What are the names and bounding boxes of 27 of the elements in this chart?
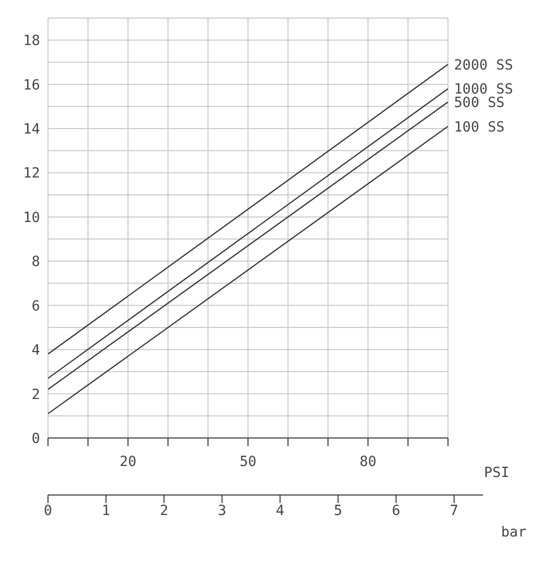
x2-tick-label: 2 xyxy=(160,502,168,519)
y-tick-label: 4 xyxy=(32,342,40,359)
series-label: 2000 SS xyxy=(454,57,514,74)
y-tick-label: 16 xyxy=(23,77,40,94)
x2-tick-label: 3 xyxy=(218,502,226,519)
x2-axis-title: bar xyxy=(501,524,526,540)
y-tick-label: 18 xyxy=(23,33,40,50)
series-label: 1000 SS xyxy=(454,82,514,98)
y-tick-label: 6 xyxy=(32,298,40,314)
x-tick-label: 80 xyxy=(360,454,376,470)
x2-tick-label: 4 xyxy=(276,502,284,519)
y-tick-label: 14 xyxy=(23,121,40,138)
y-tick-label: 12 xyxy=(23,166,40,182)
series-label: 500 SS xyxy=(454,95,505,111)
x2-tick-label: 7 xyxy=(450,502,458,519)
x-tick-label: 20 xyxy=(120,454,136,470)
y-tick-label: 8 xyxy=(32,254,40,270)
series-label: 100 SS xyxy=(454,119,505,136)
x-tick-label: 50 xyxy=(240,454,256,470)
x2-tick-label: 5 xyxy=(334,502,342,519)
y-tick-label: 2 xyxy=(32,386,40,403)
x2-tick-label: 1 xyxy=(102,502,110,519)
y-tick-label: 10 xyxy=(23,210,40,226)
x2-tick-label: 6 xyxy=(392,502,400,519)
x2-tick-label: 0 xyxy=(44,502,52,519)
x-axis-title: PSI xyxy=(484,464,510,481)
y-tick-label: 0 xyxy=(32,430,40,447)
